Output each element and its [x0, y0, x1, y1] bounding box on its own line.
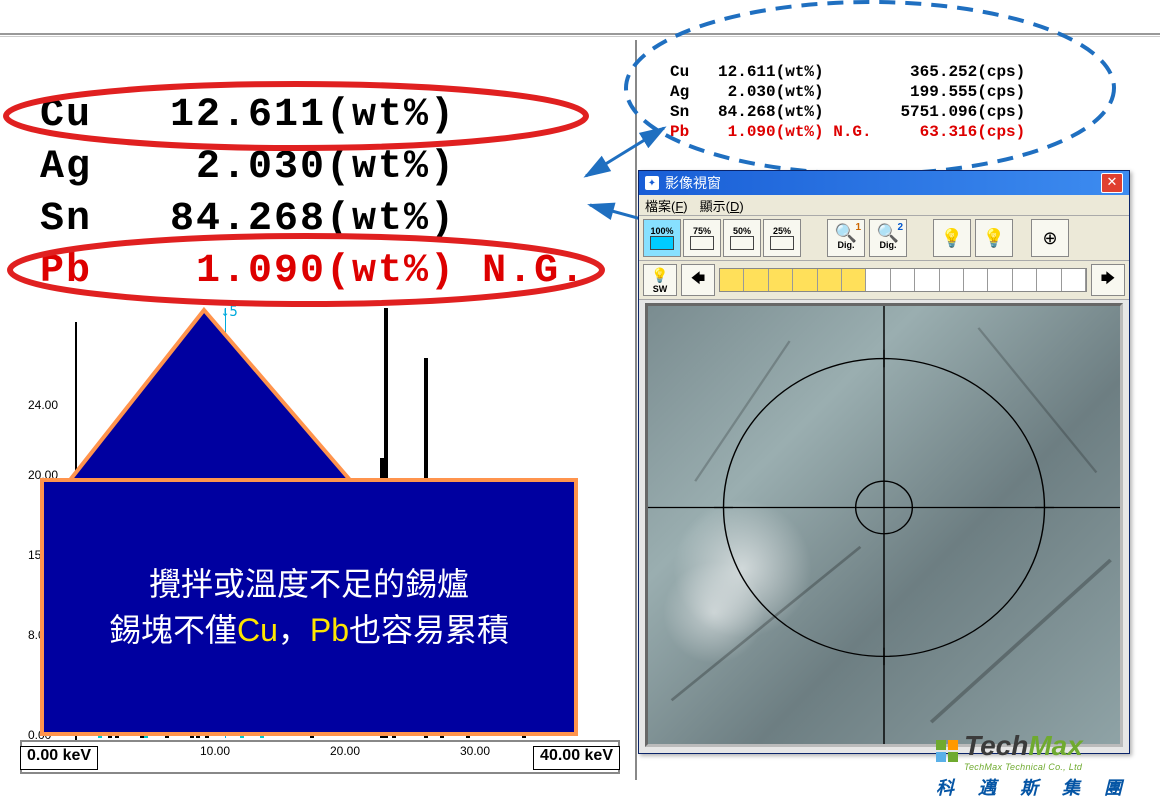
close-button[interactable]: ✕ — [1101, 173, 1123, 193]
logo-sub: TechMax Technical Co., Ltd — [964, 762, 1083, 772]
callout-line1: 攪拌或溫度不足的錫爐 — [44, 561, 574, 607]
slider-seg — [964, 269, 988, 291]
slider-seg — [915, 269, 939, 291]
vertical-divider — [635, 40, 637, 780]
window-title: 影像視窗 — [665, 173, 721, 193]
slider-seg — [940, 269, 964, 291]
slider-seg — [1037, 269, 1061, 291]
callout-pre: 錫塊不僅 — [109, 612, 237, 648]
lamp1-button[interactable]: 💡 — [933, 219, 971, 257]
menu-item[interactable]: 顯示(D) — [700, 196, 744, 215]
element-small-Ag: Ag 2.030(wt%) 199.555(cps) — [670, 82, 1025, 102]
slider-seg — [818, 269, 842, 291]
mag1-button[interactable]: 🔍1Dig. — [827, 219, 865, 257]
slider-seg — [793, 269, 817, 291]
element-small-Cu: Cu 12.611(wt%) 365.252(cps) — [670, 62, 1025, 82]
slider-seg — [769, 269, 793, 291]
element-small-Pb: Pb 1.090(wt%) N.G. 63.316(cps) — [670, 122, 1025, 142]
menubar: 檔案(F) 顯示(D) — [639, 195, 1129, 215]
slider-seg — [866, 269, 890, 291]
logo-cn: 科邁斯集團 — [936, 774, 1146, 800]
range-left-label: 0.00 keV — [20, 746, 98, 770]
callout-post: 也容易累積 — [349, 612, 509, 648]
logo-name-1: Tech — [964, 730, 1028, 761]
crosshair-button[interactable]: ⊕ — [1031, 219, 1069, 257]
image-viewport — [645, 303, 1123, 747]
range-right-label: 40.00 keV — [533, 746, 620, 770]
slider-seg — [891, 269, 915, 291]
slider-seg — [842, 269, 866, 291]
brightness-slider-row: 💡SW 🡄 🡆 — [639, 261, 1129, 300]
toolbar: 100%75%50%25% 🔍1Dig. 🔍2Dig. 💡 💡 ⊕ — [639, 215, 1129, 261]
element-row-Ag: Ag 2.030(wt%) — [40, 142, 586, 194]
crosshair-overlay — [648, 306, 1120, 744]
techmax-logo: TechMax TechMax Technical Co., Ltd 科邁斯集團 — [936, 730, 1146, 800]
cursor-label: ↓5 — [221, 304, 238, 320]
ytick: 24.00 — [28, 398, 58, 412]
callout-line2: 錫塊不僅Cu，Pb也容易累積 — [44, 607, 574, 653]
element-table-small: Cu 12.611(wt%) 365.252(cps)Ag 2.030(wt%)… — [670, 62, 1025, 142]
lamp2-button[interactable]: 💡 — [975, 219, 1013, 257]
brightness-slider[interactable] — [719, 268, 1087, 292]
callout-cu: Cu — [237, 612, 278, 648]
callout-mid: ， — [278, 612, 310, 648]
menu-item[interactable]: 檔案(F) — [645, 196, 688, 215]
slider-left[interactable]: 🡄 — [681, 264, 715, 296]
element-small-Sn: Sn 84.268(wt%) 5751.096(cps) — [670, 102, 1025, 122]
slider-seg — [988, 269, 1012, 291]
slider-seg — [720, 269, 744, 291]
top-rule-2 — [0, 36, 1160, 37]
range-box — [20, 740, 620, 774]
zoom-25%[interactable]: 25% — [763, 219, 801, 257]
element-row-Sn: Sn 84.268(wt%) — [40, 194, 586, 246]
zoom-75%[interactable]: 75% — [683, 219, 721, 257]
callout-pb: Pb — [310, 612, 349, 648]
zoom-100%[interactable]: 100% — [643, 219, 681, 257]
app-icon: ✦ — [645, 176, 659, 190]
image-window: ✦ 影像視窗 ✕ 檔案(F) 顯示(D) 100%75%50%25% 🔍1Dig.… — [638, 170, 1130, 754]
element-row-Cu: Cu 12.611(wt%) — [40, 90, 586, 142]
slider-seg — [744, 269, 768, 291]
top-rule — [0, 33, 1160, 35]
element-row-Pb: Pb 1.090(wt%) N.G. — [40, 246, 586, 298]
sw-button[interactable]: 💡SW — [643, 264, 677, 296]
zoom-50%[interactable]: 50% — [723, 219, 761, 257]
element-table-large: Cu 12.611(wt%)Ag 2.030(wt%)Sn 84.268(wt%… — [40, 90, 586, 298]
callout-box: 攪拌或溫度不足的錫爐 錫塊不僅Cu，Pb也容易累積 — [40, 478, 578, 736]
mag2-button[interactable]: 🔍2Dig. — [869, 219, 907, 257]
logo-squares — [936, 740, 958, 762]
logo-name-2: Max — [1028, 730, 1082, 761]
slider-seg — [1062, 269, 1086, 291]
slider-seg — [1013, 269, 1037, 291]
titlebar[interactable]: ✦ 影像視窗 ✕ — [639, 171, 1129, 195]
slider-right[interactable]: 🡆 — [1091, 264, 1125, 296]
